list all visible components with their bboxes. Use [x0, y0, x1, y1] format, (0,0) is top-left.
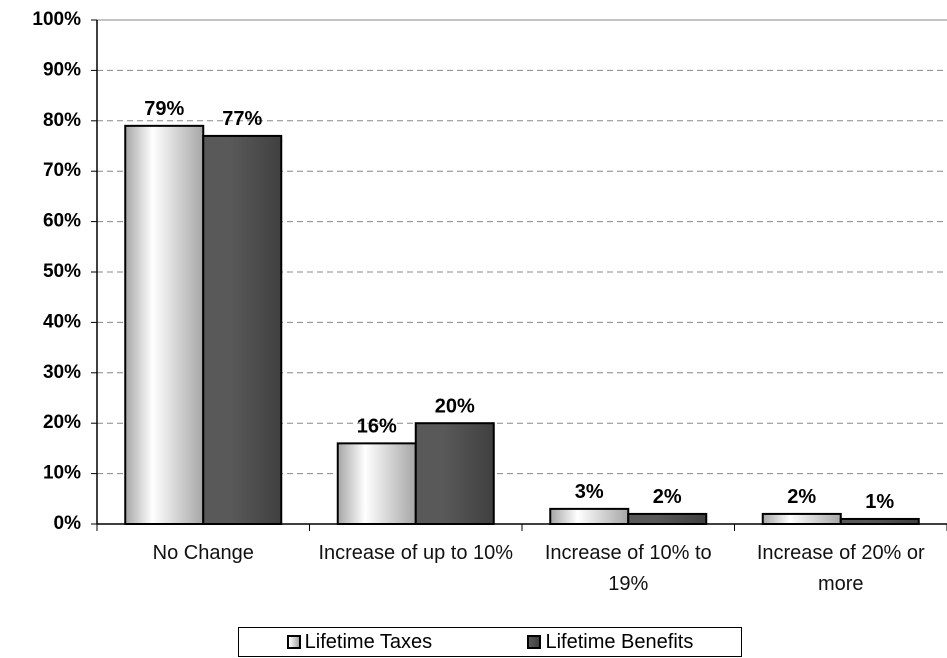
- y-tick-label: 10%: [43, 463, 81, 484]
- bar: [839, 517, 920, 526]
- value-label: 1%: [865, 491, 894, 513]
- legend-item: Lifetime Taxes: [286, 630, 433, 654]
- x-tick-label: Increase of 10% to 19%: [544, 542, 712, 595]
- value-label: 16%: [357, 416, 397, 438]
- legend-label: Lifetime Taxes: [304, 630, 433, 653]
- legend-item: Lifetime Benefits: [527, 631, 693, 654]
- legend: Lifetime Taxes Lifetime Benefits: [238, 627, 742, 657]
- y-tick-label: 40%: [43, 311, 81, 332]
- y-tick-label: 30%: [43, 362, 81, 383]
- bar: [549, 507, 630, 526]
- bar: [627, 512, 708, 525]
- y-tick-label: 80%: [43, 110, 81, 131]
- y-tick-label: 60%: [43, 211, 81, 232]
- bar: [336, 442, 417, 525]
- y-tick-label: 20%: [43, 412, 81, 433]
- legend-swatch: [527, 635, 542, 649]
- value-label: 3%: [575, 481, 604, 503]
- x-tick-label: Increase of 20% or more: [756, 542, 925, 595]
- value-label: 20%: [435, 395, 475, 417]
- bar: [761, 512, 842, 525]
- value-label: 2%: [787, 486, 816, 508]
- y-tick-label: 90%: [43, 59, 81, 80]
- value-label: 79%: [144, 98, 184, 120]
- y-tick-label: 0%: [54, 513, 82, 534]
- legend-label: Lifetime Benefits: [545, 630, 694, 653]
- x-tick-label: No Change: [152, 542, 254, 564]
- value-label: 2%: [653, 486, 682, 508]
- y-tick-label: 50%: [43, 261, 81, 282]
- y-tick-label: 100%: [32, 9, 81, 30]
- bar: [414, 422, 495, 526]
- bar: [202, 134, 283, 525]
- bar: [124, 124, 205, 525]
- x-tick-label: Increase of up to 10%: [318, 542, 514, 564]
- y-tick-label: 70%: [43, 160, 81, 181]
- legend-swatch: [286, 635, 301, 649]
- value-label: 77%: [222, 108, 262, 130]
